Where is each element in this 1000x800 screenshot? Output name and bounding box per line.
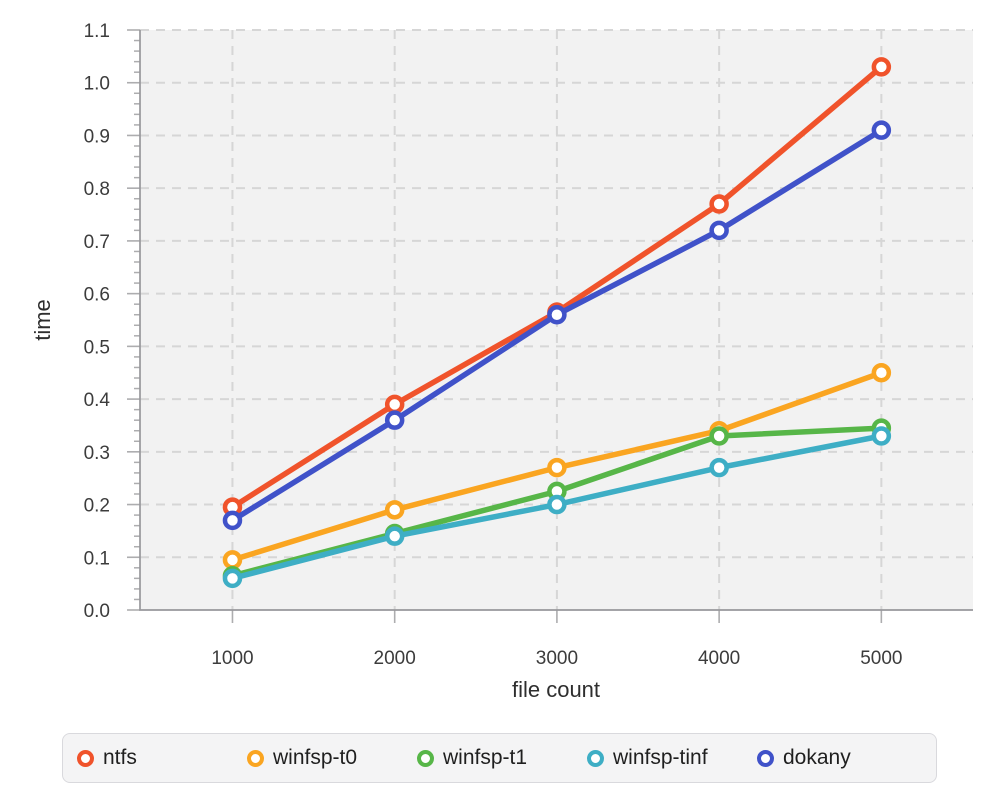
legend-item-dokany: dokany [757, 747, 851, 770]
legend-marker-winfsp-t0 [247, 749, 264, 767]
y-tick-label: 0.4 [84, 390, 111, 411]
y-tick-label: 0.6 [84, 285, 110, 306]
x-tick-label: 2000 [374, 648, 416, 669]
line-chart-canvas: 0.0 0.1 0.2 0.3 0.4 0.5 0.6 0.7 0.8 0.9 1.0 1.1 1000… [30, 21, 973, 702]
y-tick-label: 1.1 [84, 21, 110, 42]
data-series [222, 57, 892, 589]
data-point-winfsp-t0 [871, 362, 892, 383]
data-point-ntfs [709, 194, 729, 214]
y-tick-label: 0.1 [84, 548, 110, 569]
data-point-winfsp-tinf [547, 494, 567, 515]
chart-legend: ntfs winfsp-t0 winfsp-t1 winfsp-tinf dokany [62, 733, 937, 783]
y-tick-label: 0.5 [84, 337, 110, 358]
y-tick-label: 0.8 [84, 179, 110, 200]
data-point-dokany [222, 510, 243, 531]
y-tick-label: 0.2 [84, 496, 110, 517]
data-point-dokany [709, 220, 729, 241]
data-point-dokany [384, 410, 405, 430]
legend-label: winfsp-t0 [273, 745, 358, 769]
data-point-ntfs [384, 394, 405, 415]
x-tick-label: 4000 [698, 648, 740, 669]
data-point-dokany [547, 304, 567, 325]
legend-label: dokany [783, 745, 851, 769]
y-tick-label: 0.0 [84, 601, 110, 622]
legend-marker-winfsp-t1 [417, 749, 434, 767]
y-axis-title: time [30, 299, 55, 341]
tick-labels: 0.0 0.1 0.2 0.3 0.4 0.5 0.6 0.7 0.8 0.9 1.0 1.1 1000… [84, 21, 903, 669]
x-tick-label: 3000 [536, 648, 578, 669]
axis-spine [139, 30, 973, 611]
series-winfsp-tinf [222, 426, 892, 589]
axis-ticks [127, 29, 883, 623]
legend-marker-dokany [757, 749, 774, 767]
legend-marker-ntfs [77, 749, 94, 767]
x-axis-title: file count [512, 677, 600, 702]
legend-label: winfsp-tinf [613, 745, 708, 769]
data-point-ntfs [871, 57, 892, 77]
x-tick-label: 5000 [860, 648, 902, 669]
series-dokany [222, 120, 892, 531]
y-tick-label: 0.9 [84, 126, 110, 147]
data-point-winfsp-tinf [709, 457, 729, 478]
data-point-winfsp-tinf [384, 526, 405, 546]
legend-marker-winfsp-tinf [587, 749, 604, 767]
data-point-winfsp-tinf [222, 568, 243, 589]
y-tick-label: 1.0 [84, 74, 110, 95]
data-point-winfsp-t1 [709, 426, 729, 446]
legend-item-winfsp-t0: winfsp-t0 [247, 747, 417, 770]
y-tick-label: 0.3 [84, 443, 110, 464]
y-tick-label: 0.7 [84, 232, 110, 253]
data-point-winfsp-tinf [871, 426, 892, 446]
data-point-winfsp-t0 [222, 550, 243, 570]
data-point-winfsp-t0 [547, 457, 567, 478]
legend-label: winfsp-t1 [443, 745, 528, 769]
data-point-dokany [871, 120, 892, 140]
data-point-winfsp-t0 [384, 500, 405, 520]
x-tick-label: 1000 [211, 648, 253, 669]
legend-item-winfsp-t1: winfsp-t1 [417, 747, 587, 770]
axis-lines [139, 30, 973, 611]
legend-item-winfsp-tinf: winfsp-tinf [587, 747, 757, 770]
legend-item-ntfs: ntfs [77, 747, 247, 770]
legend-label: ntfs [103, 745, 137, 769]
